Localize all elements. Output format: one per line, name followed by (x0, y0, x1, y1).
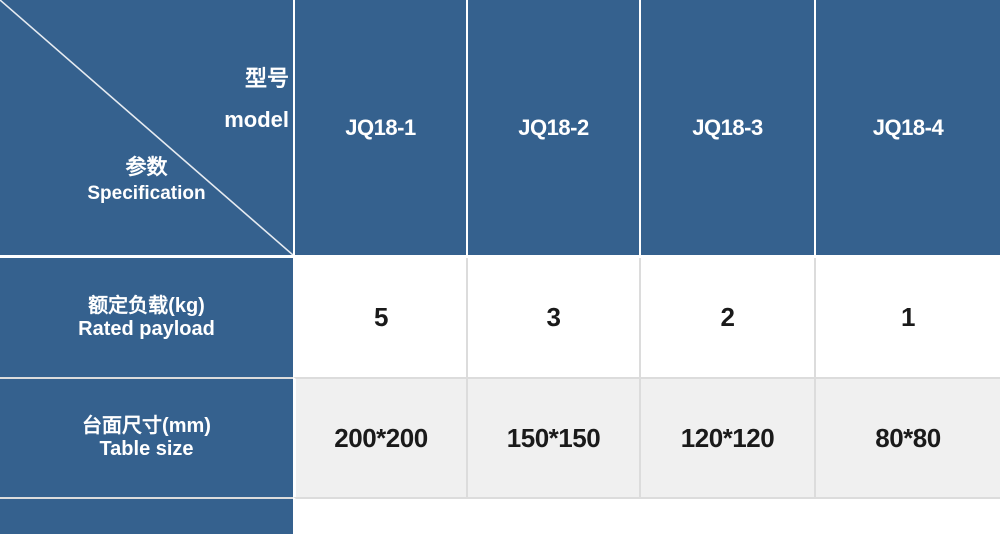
model-label-zh: 型号 (244, 66, 289, 91)
row-label-en: Rated payload (78, 317, 215, 340)
value-cell: 120*120 (639, 377, 814, 497)
model-label-en: model (224, 107, 289, 132)
value-cell: 1 (814, 258, 1000, 377)
model-header-cell: JQ18-4 (814, 0, 1000, 258)
row-label-cell-partial (0, 497, 293, 534)
model-header-cell: JQ18-1 (293, 0, 466, 258)
model-header-cell: JQ18-3 (639, 0, 814, 258)
spec-label-en: Specification (87, 183, 206, 204)
row-label-en: Table size (99, 438, 194, 460)
row-label-cell: 额定负载(kg) Rated payload (0, 258, 293, 377)
diagonal-line (0, 0, 293, 255)
value-cell: 5 (293, 258, 466, 377)
value-cell: 200*200 (293, 377, 466, 497)
value-area-partial (293, 497, 1000, 534)
value-cell: 150*150 (466, 377, 639, 497)
spec-label-zh: 参数 (125, 156, 168, 179)
row-label-zh: 额定负载(kg) (88, 294, 205, 317)
row-label-zh: 台面尺寸(mm) (82, 415, 211, 437)
value-cell: 80*80 (814, 377, 1000, 497)
row-label-cell: 台面尺寸(mm) Table size (0, 377, 293, 497)
value-cell: 2 (639, 258, 814, 377)
corner-spec-label: 参数 Specification (0, 157, 293, 203)
corner-model-label: 型号 model (224, 68, 289, 131)
corner-header-cell: 型号 model 参数 Specification (0, 0, 293, 258)
value-cell: 3 (466, 258, 639, 377)
model-header-cell: JQ18-2 (466, 0, 639, 258)
